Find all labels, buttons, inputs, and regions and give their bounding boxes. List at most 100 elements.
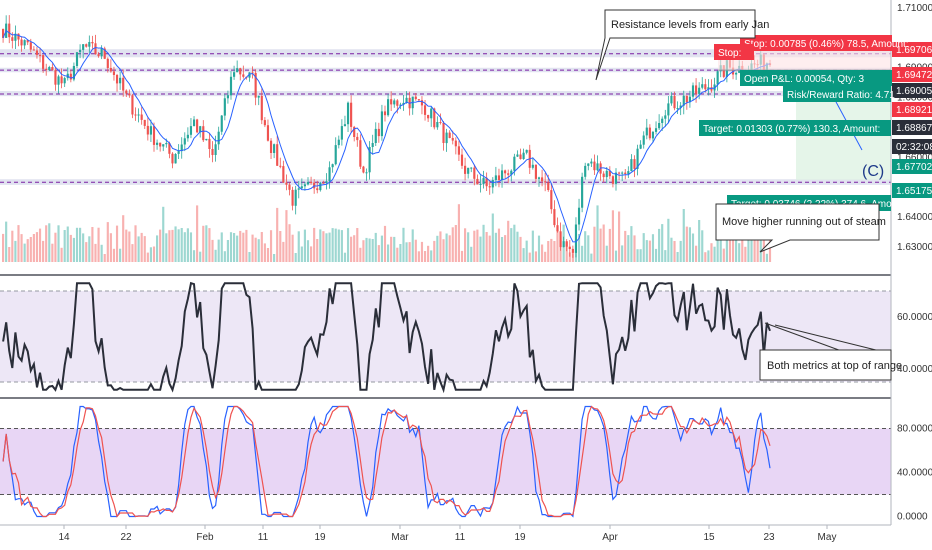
volume-bar [633,235,636,262]
price-tick-label: 1.71000 [897,3,932,14]
candle-body [69,73,72,80]
ma-line [2,29,771,243]
candle-body [679,105,682,108]
volume-bar [661,224,664,262]
candle-body [701,84,704,88]
candle-body [491,180,494,188]
volume-bar [645,240,648,262]
volume-bar [226,240,229,262]
volume-bar [174,226,177,262]
candle-body [568,246,571,249]
volume-bar [747,226,750,262]
volume-bar [29,237,32,262]
volume-bar [35,232,39,262]
candle-body [624,172,627,174]
candle-body [402,102,405,105]
candle-body [316,188,319,191]
price-tag [892,83,932,98]
volume-bar [171,229,174,262]
volume-bar [220,232,223,262]
candle-body [494,175,497,180]
volume-bar [581,245,584,262]
price-tick-label: 1.68000 [897,93,932,104]
volume-bar [131,244,134,262]
volume-bar [38,228,42,262]
volume-bar [177,229,180,262]
volume-bar [149,247,152,262]
volume-bar [393,236,396,262]
volume-bar [599,228,602,262]
candle-body [482,177,485,184]
resistance-band [0,179,891,185]
candle-body [23,40,26,46]
volume-bar [423,251,427,262]
candle-body [648,127,651,139]
volume-bar [528,252,531,262]
candle-body [393,100,396,105]
steam-callout[interactable]: Move higher running out of steam [715,203,886,253]
candle-body [497,175,501,180]
volume-bar [417,251,420,262]
candle-body [165,143,168,145]
volume-bar [728,236,732,262]
volume-bar [291,234,294,262]
candle-body [387,99,390,116]
volume-bar [525,240,528,262]
candle-body [294,189,297,206]
volume-bar [365,237,368,262]
candle-body [146,125,149,135]
candle-body [608,170,611,177]
volume-bar [125,229,128,262]
price-tag-text: 1.68867 [896,123,932,134]
volume-bar [451,227,454,262]
candle-body [559,231,562,248]
candle-body [214,144,217,155]
volume-bar [72,237,75,262]
candle-body [35,50,39,55]
volume-bar [214,249,217,262]
candle-body [137,114,140,116]
candle-body [340,126,343,140]
volume-bar [639,249,642,262]
candle-body [273,144,276,153]
volume-bar [756,239,759,262]
rsi-pane [2,281,771,394]
candle-body [417,99,420,101]
time-axis[interactable]: 14 22 Feb 11 19 Mar 11 19 Apr 15 23 May [58,525,836,543]
candle-body [251,72,254,74]
candle-body [248,72,251,78]
candle-body [97,54,100,57]
volume-bar [716,232,719,262]
time-tick-label: 19 [314,532,326,543]
candle-body [54,70,57,85]
volume-bar [738,243,741,262]
candle-body [343,124,347,127]
candle-body [590,161,593,164]
volume-bar [467,232,470,262]
open-pl-label-text: Open P&L: 0.00054, Qty: 3 [744,74,865,85]
volume-bar [476,229,479,262]
volume-bar [722,248,725,262]
stoch-tick-label: 80.0000 [897,424,932,435]
volume-bar [765,253,768,262]
volume-bar [482,224,485,262]
volume-bar [679,240,682,262]
rsi-callout[interactable]: Both metrics at top of range [759,322,902,381]
volume-bar [346,228,350,262]
volume-bar [713,246,716,262]
time-tick-label: Feb [196,532,214,543]
candle-body [420,100,424,106]
volume-bar [26,239,29,262]
volume-bar [584,231,587,262]
volume-bar [276,207,279,262]
volume-bar [390,236,393,262]
volume-bar [340,230,343,262]
volume-bar [17,225,20,262]
volume-bar [82,233,85,262]
candle-body [2,28,5,38]
volume-bar [759,230,762,262]
candle-body [60,76,63,84]
resistance-callout[interactable]: Resistance levels from early Jan [595,9,769,81]
time-tick-label: 19 [514,532,526,543]
